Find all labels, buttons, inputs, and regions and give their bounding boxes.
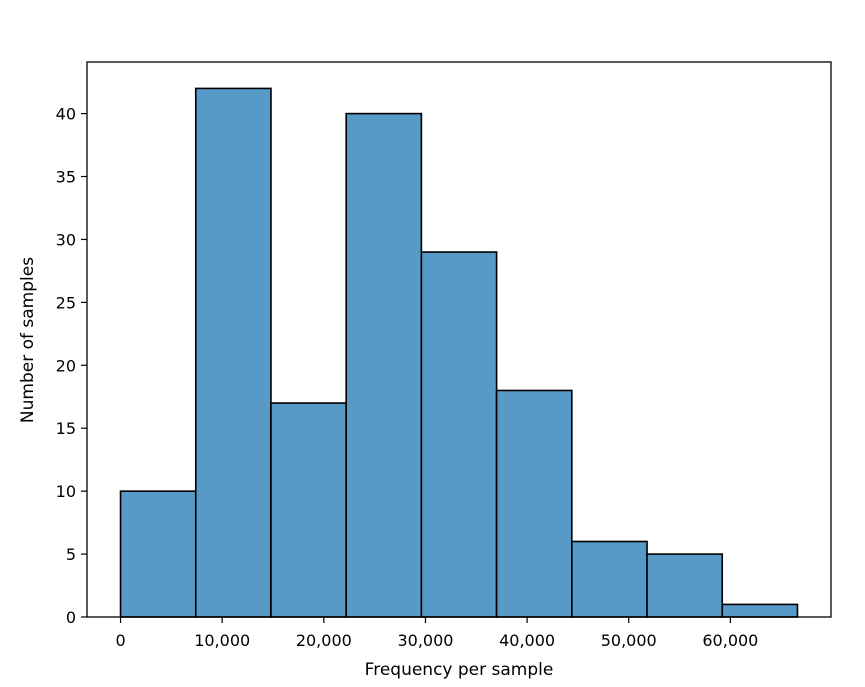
y-tick-label: 5 [66, 545, 76, 564]
y-tick-label: 35 [56, 168, 76, 187]
x-axis: 0 10,000 20,000 30,000 40,000 50,000 60,000 [115, 617, 758, 650]
x-tick-label: 10,000 [194, 631, 250, 650]
y-axis: 0 5 10 15 20 25 30 35 40 [56, 105, 87, 627]
plot-frame [86, 61, 832, 618]
x-tick-label: 0 [115, 631, 125, 650]
bars-group [119, 87, 799, 618]
x-tick-label: 30,000 [397, 631, 453, 650]
y-tick-label: 15 [56, 419, 76, 438]
histogram-bar-7 [646, 553, 724, 618]
x-tick-label: 40,000 [499, 631, 555, 650]
y-tick-label: 20 [56, 356, 76, 375]
x-tick-label: 60,000 [702, 631, 758, 650]
x-tick-label: 50,000 [601, 631, 657, 650]
x-tick-label: 20,000 [296, 631, 352, 650]
y-tick-label: 25 [56, 293, 76, 312]
x-axis-label: Frequency per sample [365, 660, 554, 680]
histogram-bar-2 [270, 402, 347, 618]
y-tick-label: 0 [66, 608, 76, 627]
histogram-bar-3 [345, 112, 423, 618]
histogram-bar-1 [194, 87, 272, 618]
histogram-bar-4 [420, 251, 498, 618]
histogram-bar-5 [495, 389, 573, 618]
histogram-bar-8 [721, 603, 799, 618]
y-tick-label: 30 [56, 230, 76, 249]
histogram-bar-0 [119, 490, 197, 618]
histogram-bar-6 [571, 540, 648, 618]
y-axis-label: Number of samples [18, 257, 38, 423]
y-tick-label: 10 [56, 482, 76, 501]
y-tick-label: 40 [56, 105, 76, 124]
